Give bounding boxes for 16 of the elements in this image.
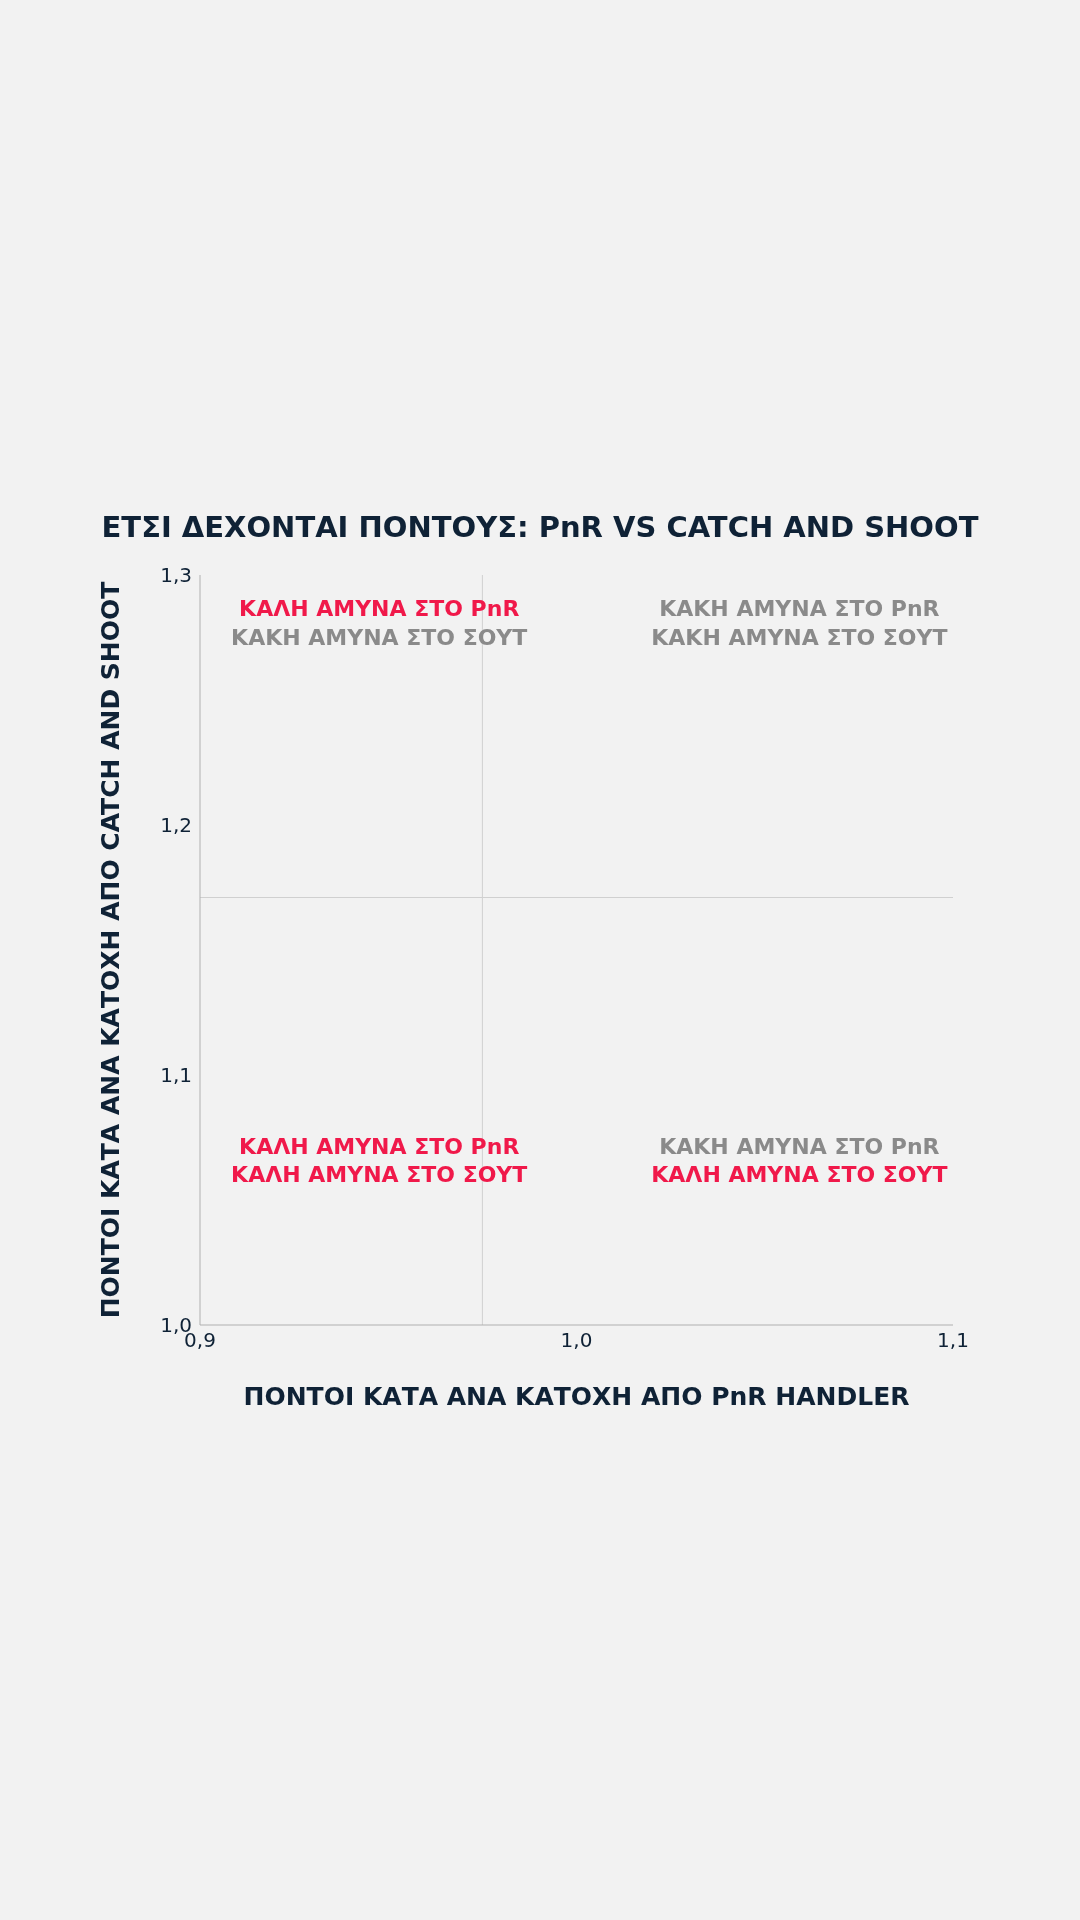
annotation: ΚΑΛΗ ΑΜΥΝΑ ΣΤΟ PnR [239,1133,520,1159]
annotation: ΚΑΛΗ ΑΜΥΝΑ ΣΤΟ ΣΟΥΤ [231,1161,528,1187]
annotation: ΚΑΚΗ ΑΜΥΝΑ ΣΤΟ PnR [659,1133,940,1159]
annotation: ΚΑΚΗ ΑΜΥΝΑ ΣΤΟ ΣΟΥΤ [231,624,528,649]
x-tick-label: 1,0 [560,1328,593,1353]
y-axis-title: ΠΟΝΤΟΙ ΚΑΤΑ ΑΝΑ ΚΑΤΟΧΗ ΑΠΟ CATCH AND SHOOT [95,581,125,1319]
y-tick-label: 1,3 [160,563,192,588]
chart-title: ΕΤΣΙ ΔΕΧΟΝΤΑΙ ΠΟΝΤΟΥΣ: PnR VS CATCH AND SHOOT [100,510,980,544]
x-axis-title: ΠΟΝΤΟΙ ΚΑΤΑ ΑΝΑ ΚΑΤΟΧΗ ΑΠΟ PnR HANDLER [243,1382,910,1411]
annotation: ΚΑΚΗ ΑΜΥΝΑ ΣΤΟ PnR [659,595,940,621]
x-tick-label: 1,1 [937,1328,969,1353]
y-tick-label: 1,1 [160,1063,192,1088]
annotation: ΚΑΛΗ ΑΜΥΝΑ ΣΤΟ PnR [239,595,520,621]
y-tick-label: 1,2 [160,813,192,838]
annotation: ΚΑΛΗ ΑΜΥΝΑ ΣΤΟ ΣΟΥΤ [651,1161,948,1187]
annotation: ΚΑΚΗ ΑΜΥΝΑ ΣΤΟ ΣΟΥΤ [651,624,948,649]
